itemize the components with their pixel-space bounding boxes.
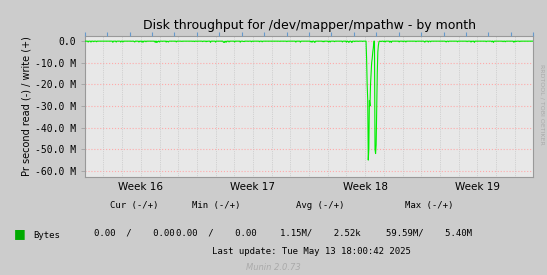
Text: ■: ■ <box>14 227 25 240</box>
Text: RRDTOOL / TOBI OETIKER: RRDTOOL / TOBI OETIKER <box>539 64 544 145</box>
Text: Max (-/+): Max (-/+) <box>405 201 453 210</box>
Text: Last update: Tue May 13 18:00:42 2025: Last update: Tue May 13 18:00:42 2025 <box>212 248 411 256</box>
Text: Munin 2.0.73: Munin 2.0.73 <box>246 263 301 272</box>
Text: Cur (-/+): Cur (-/+) <box>110 201 158 210</box>
Title: Disk throughput for /dev/mapper/mpathw - by month: Disk throughput for /dev/mapper/mpathw -… <box>143 19 475 32</box>
Text: Min (-/+): Min (-/+) <box>192 201 240 210</box>
Text: Bytes: Bytes <box>33 231 60 240</box>
Y-axis label: Pr second read (-) / write (+): Pr second read (-) / write (+) <box>22 37 32 177</box>
Text: 0.00  /    0.00: 0.00 / 0.00 <box>94 228 174 237</box>
Text: 0.00  /    0.00: 0.00 / 0.00 <box>176 228 257 237</box>
Text: Avg (-/+): Avg (-/+) <box>296 201 344 210</box>
Text: 59.59M/    5.40M: 59.59M/ 5.40M <box>386 228 473 237</box>
Text: 1.15M/    2.52k: 1.15M/ 2.52k <box>280 228 360 237</box>
